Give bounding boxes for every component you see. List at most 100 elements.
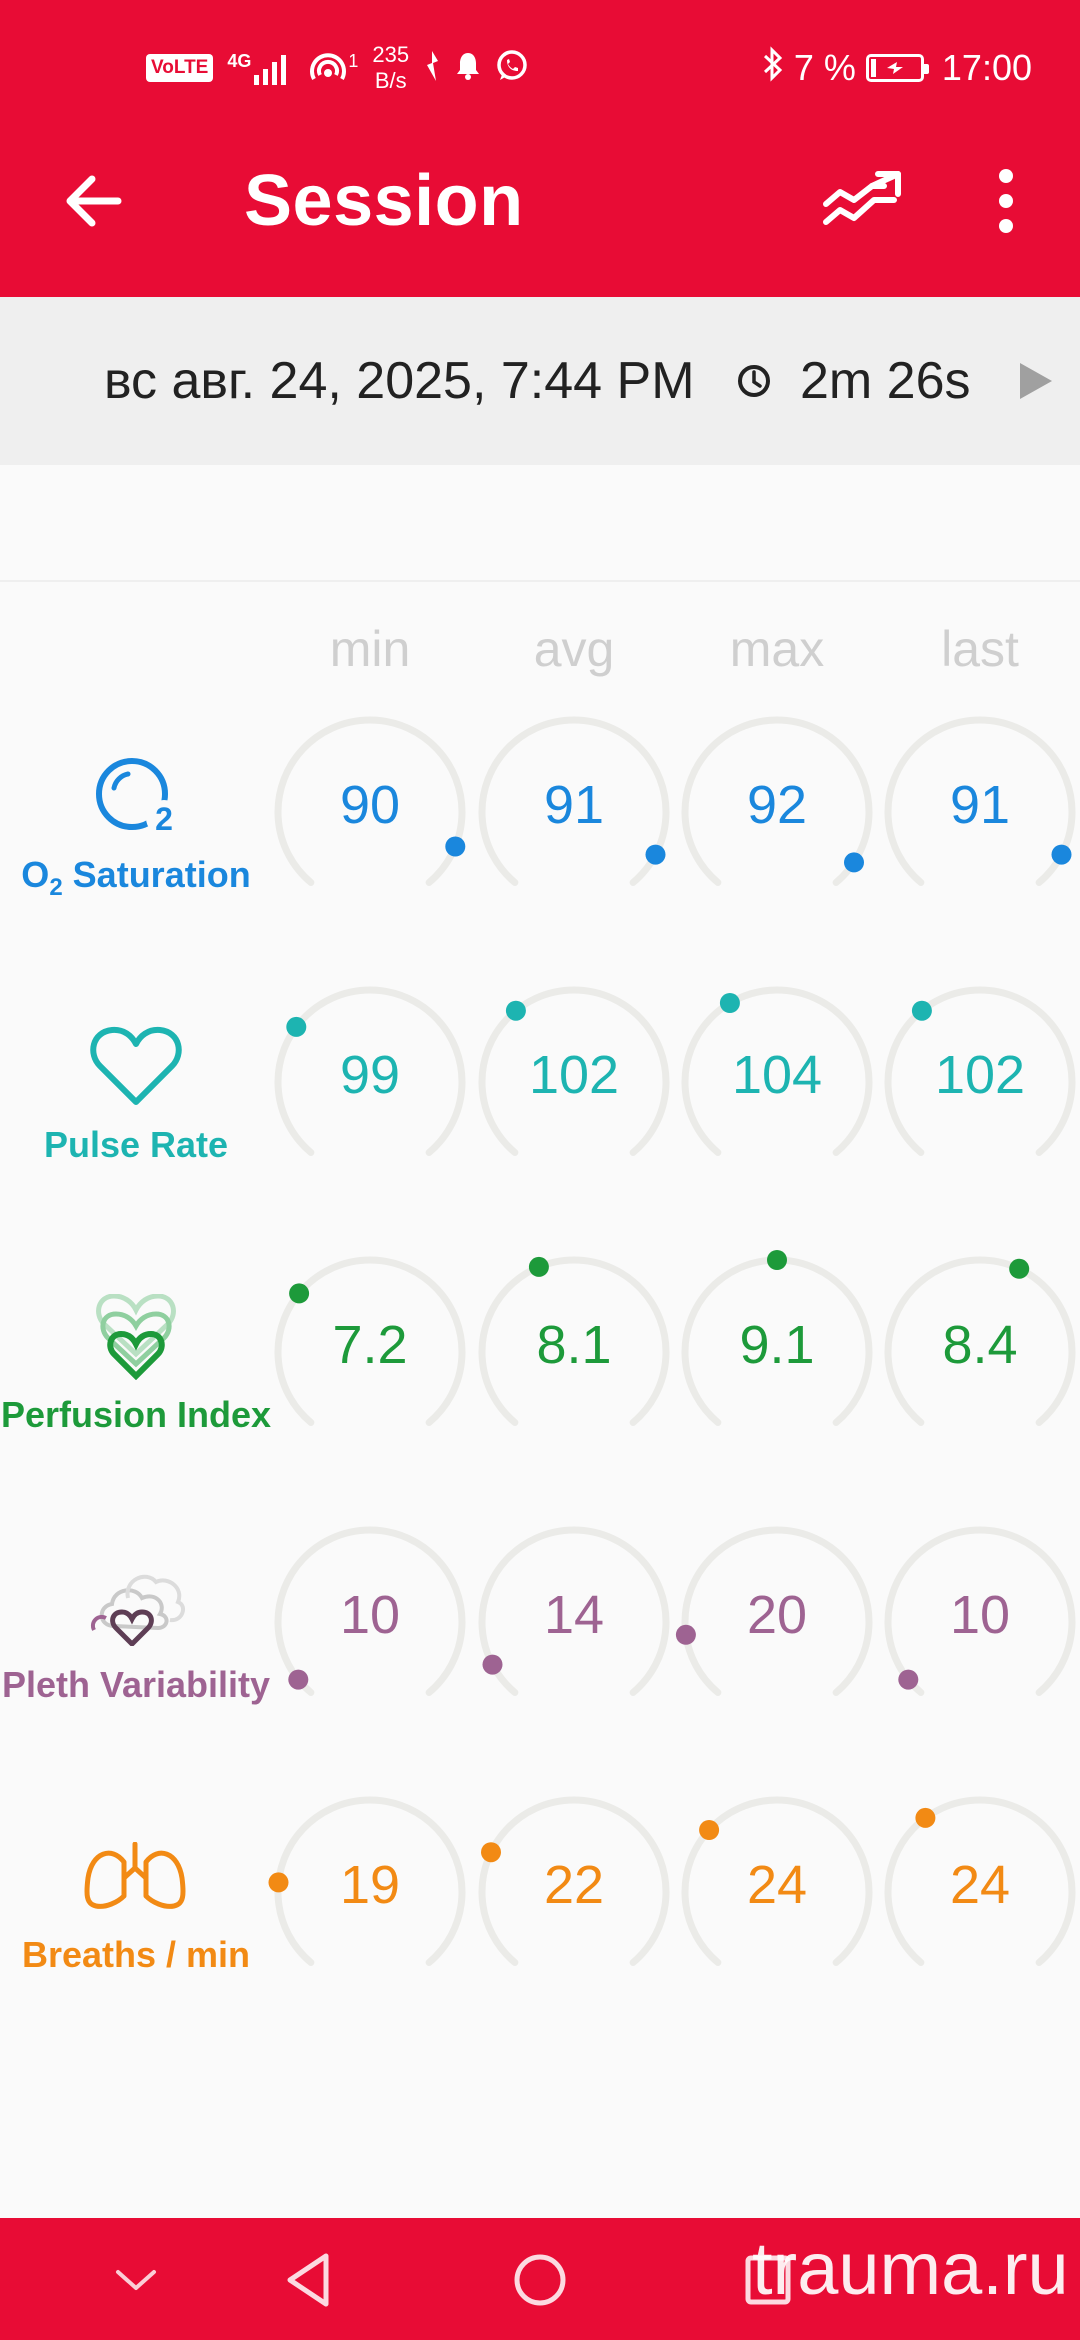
svg-text:2: 2 <box>155 801 173 837</box>
gauge-pleth-min: 10 <box>270 1522 470 1722</box>
network-speed: 235 B/s <box>372 42 409 94</box>
gauge-pleth-last: 10 <box>880 1522 1080 1722</box>
network-type: 4G <box>227 51 252 71</box>
gauge-indicator-dot <box>505 1000 526 1021</box>
metric-label-perfusion: Perfusion Index <box>0 1394 272 1435</box>
column-header-last: last <box>941 621 1019 677</box>
gauge-arc-graphic <box>274 1526 466 1696</box>
gauge-arc-graphic <box>681 1250 873 1426</box>
gauge-value: 90 <box>339 775 401 835</box>
play-icon[interactable] <box>1016 359 1056 403</box>
back-arrow-icon[interactable] <box>58 164 132 238</box>
gauge-indicator-dot <box>445 836 466 857</box>
gauge-value: 14 <box>543 1585 605 1645</box>
battery-icon <box>865 54 929 82</box>
gauge-track <box>274 1526 466 1696</box>
gauge-arc-graphic <box>884 716 1076 886</box>
gauge-track <box>478 716 670 886</box>
gauge-value: 24 <box>949 1855 1011 1915</box>
more-vert-icon[interactable] <box>984 164 1028 238</box>
gauge-arc-graphic <box>681 716 873 886</box>
gauge-arc-graphic <box>478 986 670 1156</box>
gauge-value: 10 <box>339 1585 401 1645</box>
gauge-indicator-dot <box>268 1872 289 1893</box>
gauge-arc-graphic <box>268 1796 466 1966</box>
gauge-arc-graphic <box>884 1796 1076 1966</box>
gauge-value: 104 <box>731 1045 823 1105</box>
column-header-avg: avg <box>533 621 615 677</box>
gauge-value: 22 <box>543 1855 605 1915</box>
gauge-pleth-avg: 14 <box>474 1522 674 1722</box>
o2-bubble-icon: 2 <box>94 756 186 845</box>
gauge-indicator-dot <box>286 1016 307 1037</box>
gauge-breaths-avg: 22 <box>474 1792 674 1992</box>
gauge-indicator-dot <box>1051 844 1072 865</box>
watermark: trauma.ru <box>752 2227 1069 2310</box>
app-bar: Session <box>0 134 1080 297</box>
gauge-track <box>478 1796 670 1966</box>
gauge-indicator-dot <box>767 1250 787 1270</box>
nav-recents-icon[interactable] <box>728 2240 808 2320</box>
gauge-breaths-min: 19 <box>268 1792 470 1992</box>
gauge-arc-graphic <box>681 1796 873 1966</box>
bell-icon <box>455 51 481 86</box>
gauge-value: 20 <box>746 1585 808 1645</box>
gauge-indicator-dot <box>898 1669 919 1690</box>
gauge-indicator-dot <box>288 1669 309 1690</box>
column-header-max: max <box>729 621 825 677</box>
speed-value: 235 <box>372 42 410 67</box>
gauge-track <box>884 716 1076 886</box>
gauge-value: 8.1 <box>536 1315 612 1375</box>
gauge-value: 91 <box>949 775 1011 835</box>
gauge-arc-graphic <box>884 1256 1076 1426</box>
signal-icon: 4G <box>227 51 294 85</box>
gauge-indicator-dot <box>911 1000 932 1021</box>
nav-home-icon[interactable] <box>500 2240 580 2320</box>
gauge-arc-graphic <box>478 716 670 886</box>
gauge-perfusion-max: 9.1 <box>677 1250 877 1452</box>
session-duration: 2m 26s <box>800 352 971 410</box>
gauge-track <box>274 716 466 886</box>
nav-collapse-icon[interactable] <box>96 2240 176 2320</box>
gauge-indicator-dot <box>915 1807 936 1828</box>
vpn-icon <box>423 49 441 88</box>
gauge-value: 7.2 <box>332 1315 408 1375</box>
gauge-track <box>884 1526 1076 1696</box>
whatsapp-icon <box>495 49 529 88</box>
gauge-indicator-dot <box>844 852 864 873</box>
gauge-indicator-dot <box>699 1820 720 1840</box>
gauge-value: 99 <box>339 1045 401 1105</box>
gauge-o2-min: 90 <box>270 712 470 912</box>
gauge-breaths-last: 24 <box>880 1792 1080 1992</box>
gauge-track <box>274 986 466 1156</box>
heart-outline-icon <box>90 1024 182 1113</box>
bluetooth-icon <box>762 45 784 91</box>
gauge-track <box>884 986 1076 1156</box>
status-left: VoLTE 4G 1 235 B/s <box>146 40 529 96</box>
battery-percent: 7 % <box>793 47 856 88</box>
gauge-track <box>681 1796 873 1966</box>
o2-label-suffix: Saturation <box>62 854 251 895</box>
nav-back-icon[interactable] <box>270 2240 350 2320</box>
gauge-track <box>884 1796 1076 1966</box>
o2-label-sub: 2 <box>49 874 63 902</box>
gauge-arc-graphic <box>478 1796 670 1966</box>
gauge-arc-graphic <box>478 1526 670 1696</box>
speed-unit: B/s <box>374 68 407 93</box>
gauge-perfusion-last: 8.4 <box>880 1252 1080 1452</box>
gauge-value: 102 <box>528 1045 620 1105</box>
trend-icon[interactable] <box>822 164 908 238</box>
gauge-value: 92 <box>746 775 808 835</box>
hotspot-icon: 1 <box>308 51 358 85</box>
gauge-track <box>274 1796 466 1966</box>
gauge-arc-graphic <box>681 986 873 1156</box>
gauge-value: 24 <box>746 1855 808 1915</box>
clock-time: 17:00 <box>941 47 1032 88</box>
gauge-value: 102 <box>934 1045 1026 1105</box>
session-date: вс авг. 24, 2025, 7:44 PM <box>104 352 695 410</box>
gauge-value: 19 <box>339 1855 401 1915</box>
gauge-perfusion-avg: 8.1 <box>474 1252 674 1452</box>
o2-label-prefix: O <box>21 854 50 895</box>
pleth-clouds-icon <box>84 1566 188 1651</box>
status-bar: VoLTE 4G 1 235 B/s 7 % 17:00 <box>0 0 1080 134</box>
